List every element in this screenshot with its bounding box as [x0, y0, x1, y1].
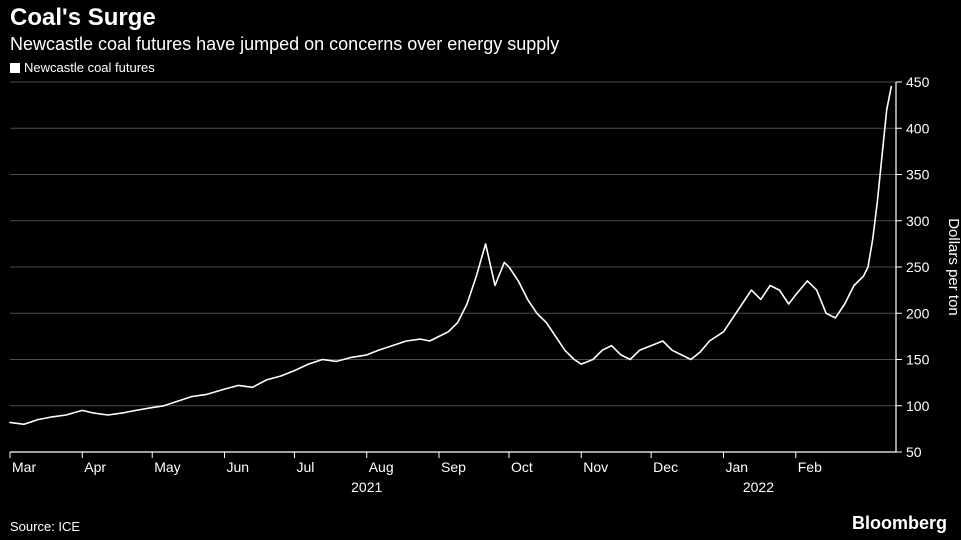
svg-text:2022: 2022	[743, 479, 774, 495]
svg-text:Dec: Dec	[653, 459, 678, 475]
source-label: Source: ICE	[10, 519, 80, 534]
svg-text:Apr: Apr	[84, 459, 106, 475]
svg-text:Mar: Mar	[12, 459, 36, 475]
svg-text:Aug: Aug	[369, 459, 394, 475]
svg-text:Nov: Nov	[583, 459, 608, 475]
svg-text:100: 100	[906, 398, 930, 414]
svg-text:450: 450	[906, 74, 930, 90]
svg-text:Feb: Feb	[798, 459, 822, 475]
chart-container: Coal's Surge Newcastle coal futures have…	[0, 0, 961, 540]
svg-text:Dollars per ton: Dollars per ton	[945, 218, 961, 316]
svg-text:400: 400	[906, 120, 930, 136]
svg-text:150: 150	[906, 352, 930, 368]
svg-text:Jul: Jul	[296, 459, 314, 475]
svg-text:300: 300	[906, 213, 930, 229]
svg-text:Jun: Jun	[227, 459, 250, 475]
svg-text:250: 250	[906, 259, 930, 275]
svg-text:50: 50	[906, 444, 922, 460]
svg-text:350: 350	[906, 167, 930, 183]
svg-text:Oct: Oct	[511, 459, 533, 475]
svg-text:Sep: Sep	[441, 459, 466, 475]
svg-text:May: May	[154, 459, 180, 475]
brand-label: Bloomberg	[852, 513, 947, 534]
svg-text:2021: 2021	[351, 479, 382, 495]
svg-text:Jan: Jan	[725, 459, 748, 475]
svg-text:200: 200	[906, 305, 930, 321]
line-chart: 50 100 150 200 250 300 350 400 450 Mar Apr May Jun Ju…	[0, 0, 961, 540]
